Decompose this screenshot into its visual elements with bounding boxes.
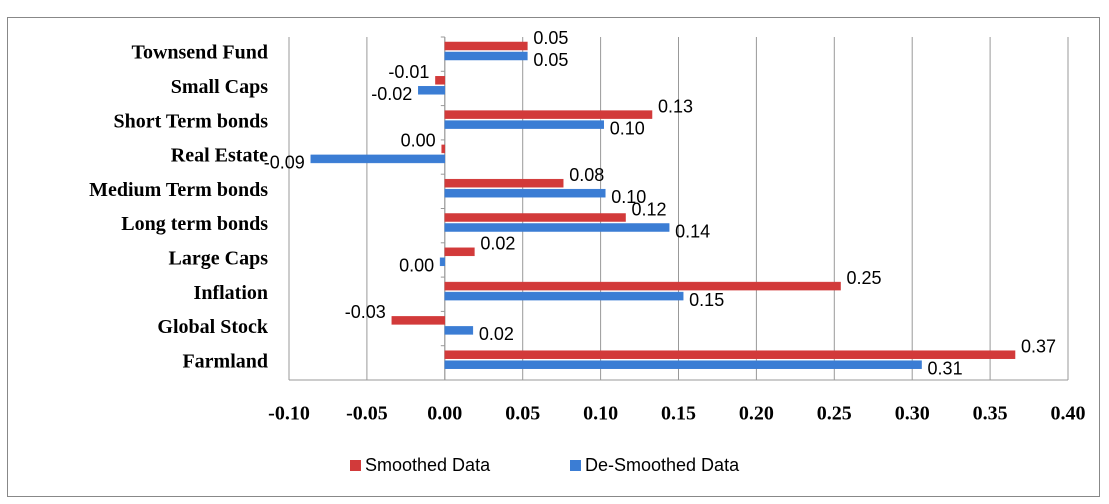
chart-border [7,17,1100,497]
data-label: 0.00 [399,256,434,276]
data-label: -0.01 [388,62,429,82]
bar [444,360,922,369]
y-tick-label: Real Estate [171,145,268,167]
x-tick-label: 0.25 [817,403,852,425]
bar [444,51,528,61]
data-label: 0.05 [533,50,568,70]
bar [444,178,564,188]
x-tick-label: 0.35 [973,403,1008,425]
data-label: 0.10 [610,118,645,138]
x-tick-label: 0.00 [427,403,462,425]
bar [391,316,446,325]
data-label: 0.25 [847,268,882,288]
y-tick-label: Short Term bonds [114,110,269,132]
bar [444,41,528,51]
legend-swatch [350,460,361,471]
data-label: 0.14 [675,221,710,241]
data-label: 0.37 [1021,336,1056,356]
data-label: -0.03 [345,302,386,322]
data-label: 0.08 [569,165,604,185]
legend-label: Smoothed Data [365,455,491,475]
x-tick-label: 0.15 [661,403,696,425]
x-tick-label: 0.20 [739,403,774,425]
y-tick-label: Inflation [194,282,268,304]
x-tick-label: 0.30 [895,403,930,425]
bar [444,213,626,222]
data-label: 0.02 [479,324,514,344]
y-tick-label: Townsend Fund [131,42,268,64]
bar [418,86,446,95]
y-tick-label: Large Caps [169,248,269,270]
data-label: 0.15 [689,290,724,310]
data-label: -0.09 [264,153,305,173]
bar [435,76,446,85]
bar [444,110,653,119]
y-tick-label: Small Caps [171,76,268,98]
data-label: 0.13 [658,96,693,116]
bar [310,154,446,164]
data-label: 0.10 [611,187,646,207]
bar [444,326,474,335]
x-tick-label: 0.10 [583,403,618,425]
data-label: 0.05 [533,28,568,48]
bar [444,247,475,257]
bar [444,281,841,291]
data-label: 0.02 [480,234,515,254]
y-tick-label: Long term bonds [121,213,268,235]
y-tick-label: Medium Term bonds [89,179,268,201]
data-label: 0.31 [928,358,963,378]
bar [444,350,1016,359]
bar [444,291,684,301]
bar [444,188,606,198]
bar [444,120,604,129]
x-tick-label: -0.05 [346,403,388,425]
x-tick-label: -0.10 [268,403,310,425]
bar [444,223,670,232]
legend-swatch [570,460,581,471]
y-tick-label: Farmland [182,350,268,372]
y-tick-label: Global Stock [157,316,268,338]
data-label: 0.00 [401,131,436,151]
x-tick-label: 0.40 [1051,403,1086,425]
data-label: 0.12 [632,199,667,219]
data-label: -0.02 [371,84,412,104]
x-tick-label: 0.05 [505,403,540,425]
bar [439,257,446,267]
bar [441,144,446,154]
legend-label: De-Smoothed Data [585,455,740,475]
